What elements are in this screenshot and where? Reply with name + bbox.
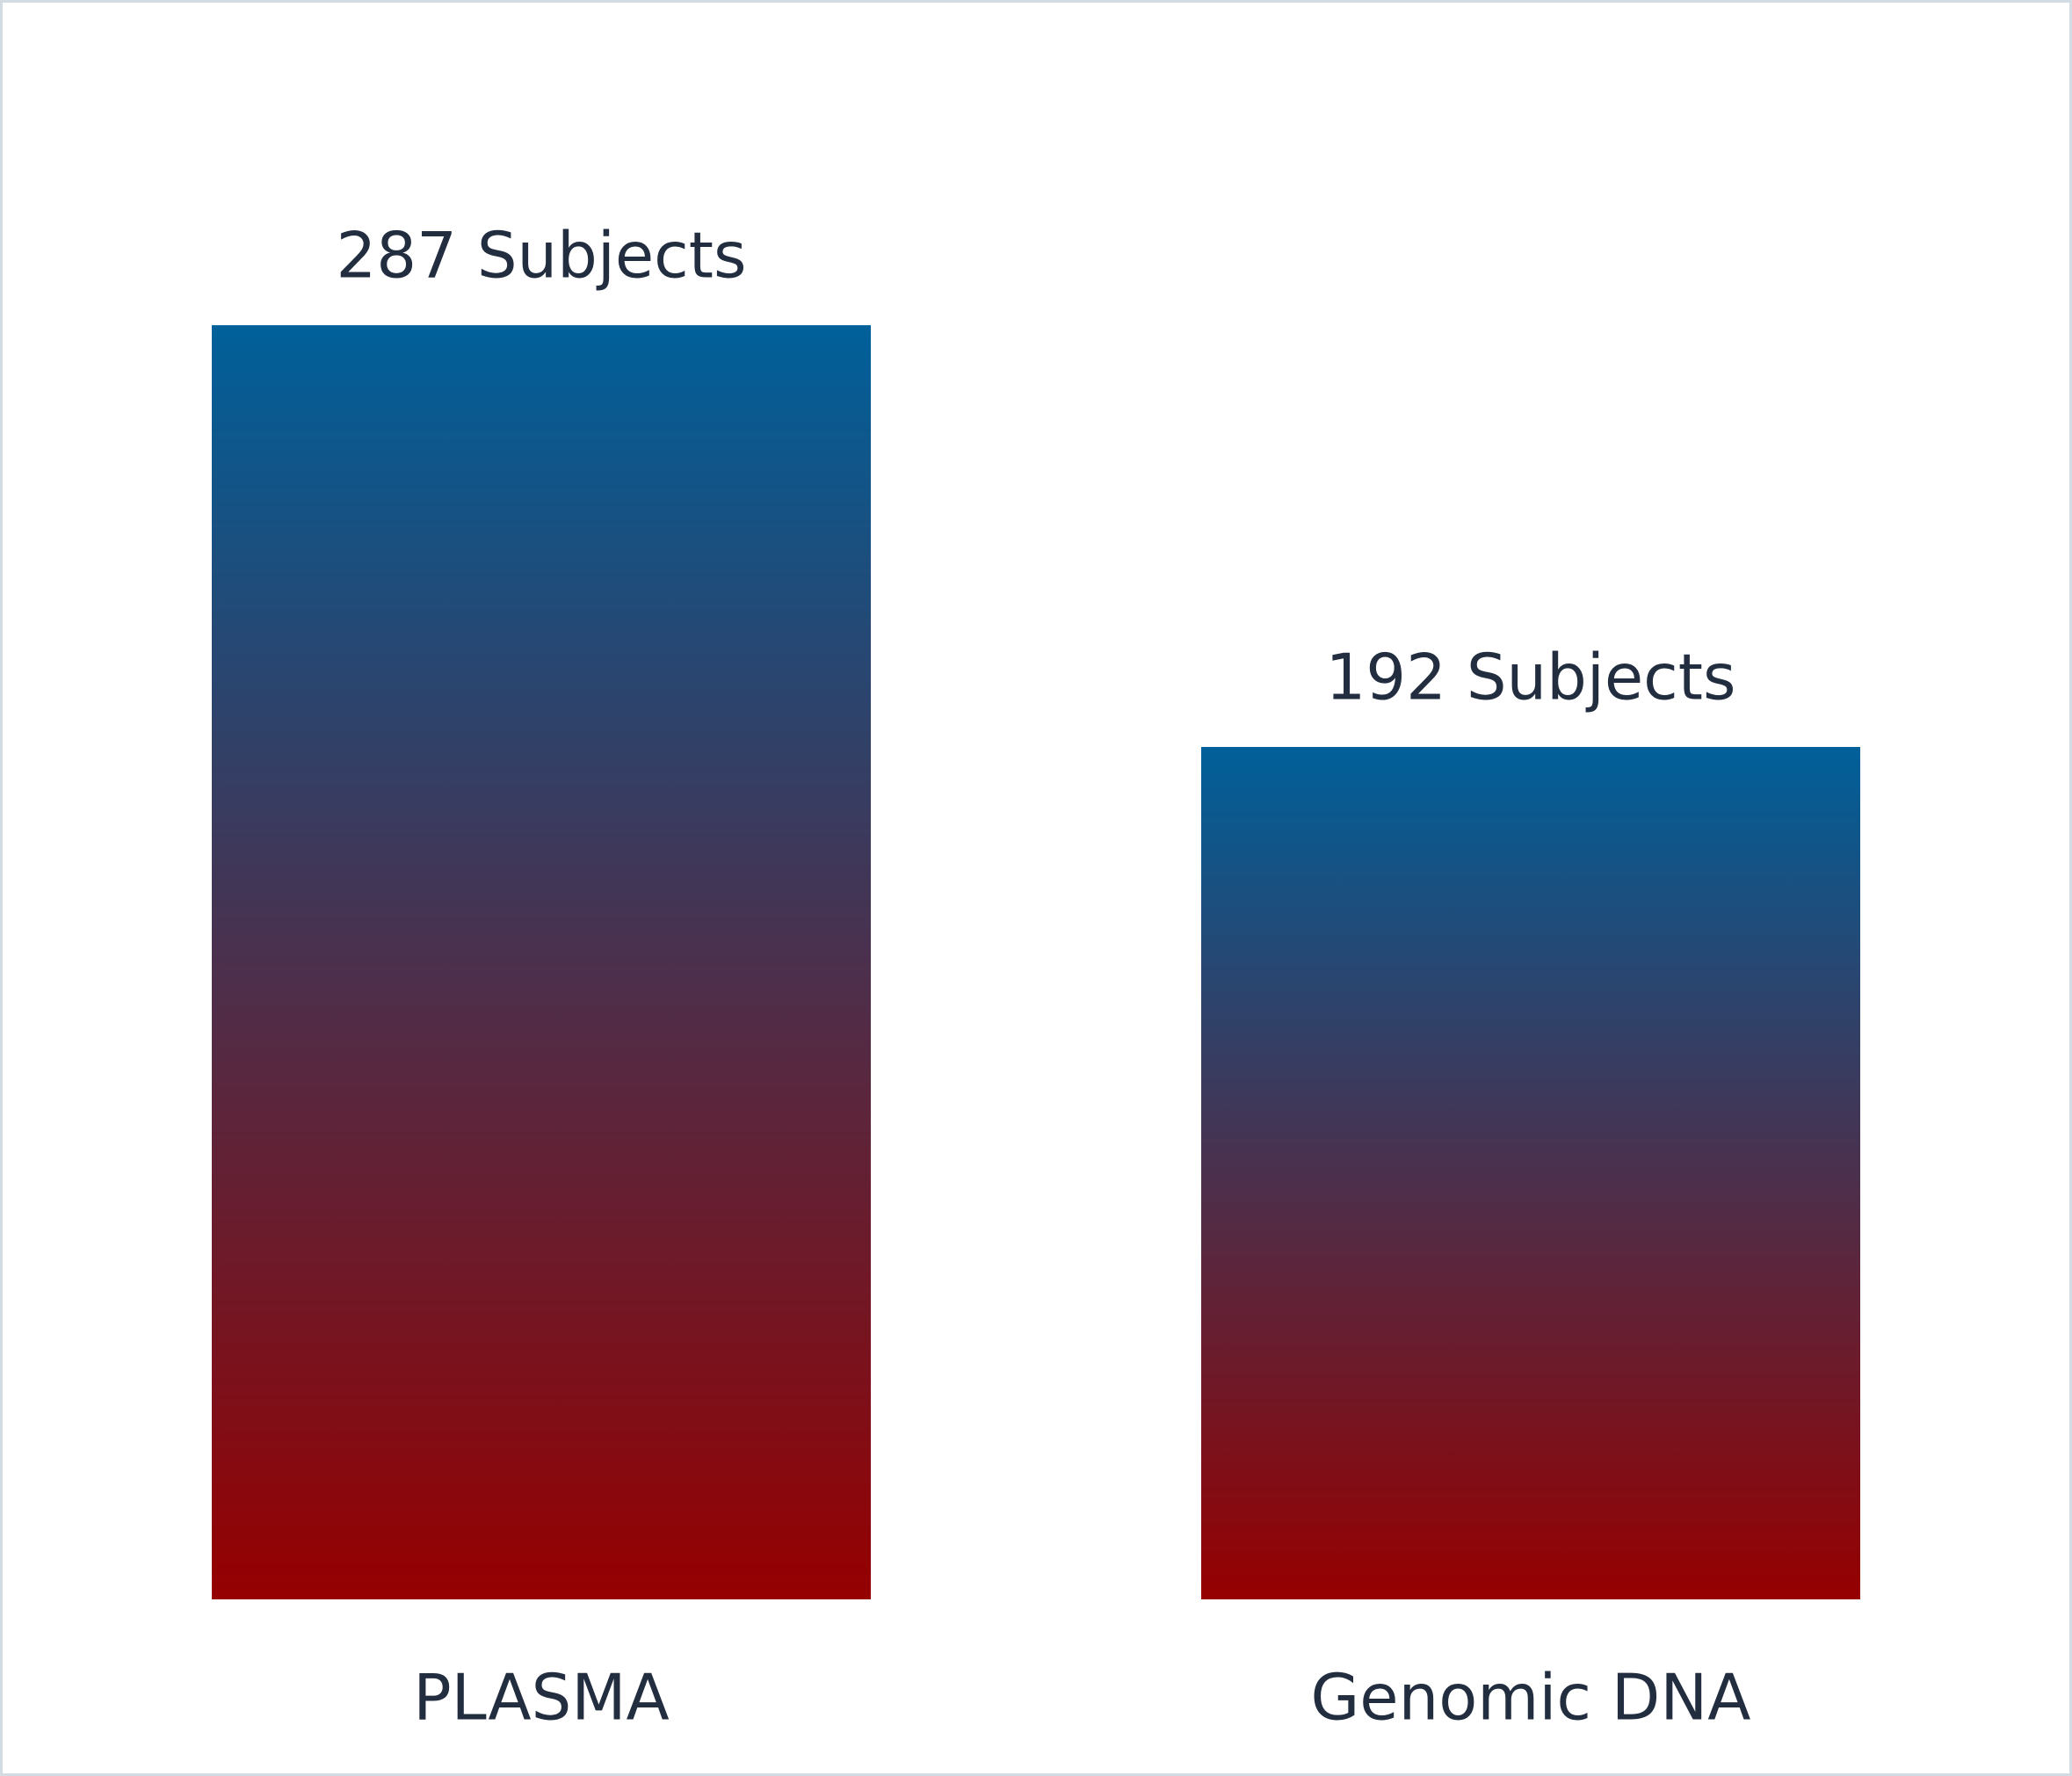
bar bbox=[1201, 747, 1860, 1599]
value-label: 192 Subjects bbox=[1326, 641, 1736, 714]
value-label: 287 Subjects bbox=[337, 219, 747, 293]
x-tick-label: Genomic DNA bbox=[1311, 1661, 1751, 1735]
x-tick-label: PLASMA bbox=[413, 1661, 670, 1735]
bar bbox=[212, 325, 871, 1600]
